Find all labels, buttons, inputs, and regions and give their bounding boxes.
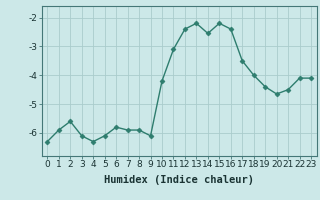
X-axis label: Humidex (Indice chaleur): Humidex (Indice chaleur) (104, 175, 254, 185)
